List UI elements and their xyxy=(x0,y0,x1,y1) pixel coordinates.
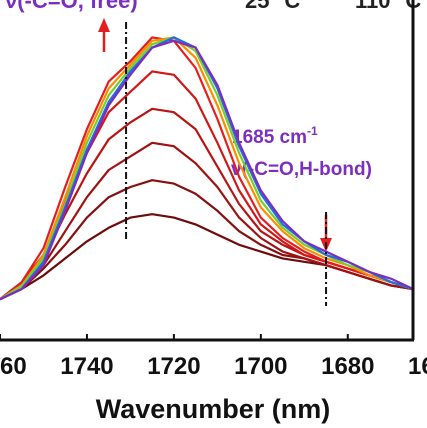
annotation: 1685 cm-1 xyxy=(232,124,318,148)
annotation: 110 °C xyxy=(355,0,421,13)
x-tick-label: 1680 xyxy=(321,353,374,380)
spectrum-line xyxy=(0,39,414,301)
x-tick-label: 1700 xyxy=(234,353,287,380)
spectrum-line xyxy=(0,36,414,301)
x-tick-label: 1720 xyxy=(147,353,200,380)
annotation-text: 1685 cm xyxy=(232,127,307,148)
x-tick-label: 1760 xyxy=(0,353,27,380)
arrow-up xyxy=(98,18,110,52)
spectrum-line xyxy=(0,213,414,301)
annotation: ν(-C=O, free) xyxy=(5,0,138,13)
x-tick-label: 1660 xyxy=(408,353,427,380)
spectrum-line xyxy=(0,36,414,301)
spectrum-line xyxy=(0,70,414,301)
annotation: ν(-C=O,H-bond) xyxy=(231,159,372,180)
plot-lines xyxy=(0,36,414,301)
x-tick-label: 1740 xyxy=(60,353,113,380)
annotation: 25 °C xyxy=(245,0,300,13)
x-axis-label: Wavenumber (nm) xyxy=(96,394,331,424)
annotation-sup: -1 xyxy=(307,124,318,138)
spectrum-line xyxy=(0,141,414,301)
